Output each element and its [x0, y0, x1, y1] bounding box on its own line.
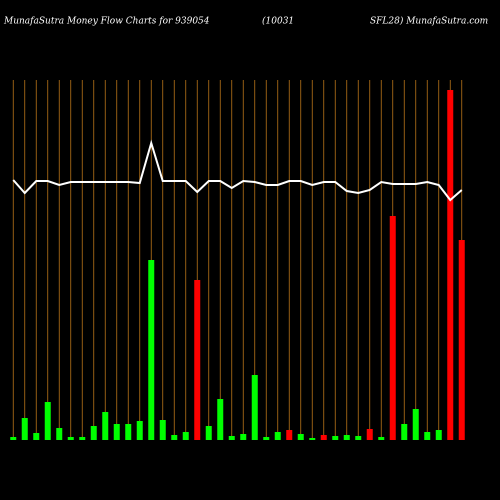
bar — [21, 418, 28, 440]
bar — [194, 280, 201, 440]
bar — [458, 240, 465, 440]
bar — [90, 426, 97, 440]
money-flow-line — [12, 139, 463, 202]
bar — [136, 421, 143, 440]
bar — [424, 432, 431, 440]
bar — [33, 433, 40, 440]
bar — [205, 426, 212, 440]
bar — [389, 216, 396, 440]
bar — [286, 430, 293, 440]
bar — [297, 434, 304, 440]
chart-title: SFL28) MunafaSutra.com — [370, 16, 488, 27]
bar — [102, 412, 109, 440]
bar — [343, 435, 350, 440]
bar — [263, 437, 270, 440]
bar — [10, 437, 17, 440]
bar — [56, 428, 63, 440]
bar — [320, 435, 327, 440]
bar — [309, 438, 316, 440]
bar — [79, 437, 86, 440]
bar — [125, 424, 132, 440]
bar — [171, 435, 178, 440]
bar — [148, 260, 155, 440]
bar — [332, 436, 339, 440]
bar — [44, 402, 51, 440]
bar — [378, 437, 385, 440]
bar — [355, 436, 362, 440]
bar — [447, 90, 454, 440]
bar — [67, 437, 74, 440]
bar — [113, 424, 120, 440]
bar — [435, 430, 442, 440]
bar — [217, 399, 224, 440]
bar — [240, 434, 247, 440]
bar — [182, 432, 189, 440]
bar — [274, 432, 281, 440]
bar — [412, 409, 419, 440]
bar — [159, 420, 166, 440]
bar — [401, 424, 408, 440]
bar — [251, 375, 258, 440]
bar — [366, 429, 373, 440]
chart-title: (10031 — [262, 16, 294, 27]
bar — [228, 436, 235, 440]
chart-title: MunafaSutra Money Flow Charts for 939054 — [3, 17, 210, 27]
